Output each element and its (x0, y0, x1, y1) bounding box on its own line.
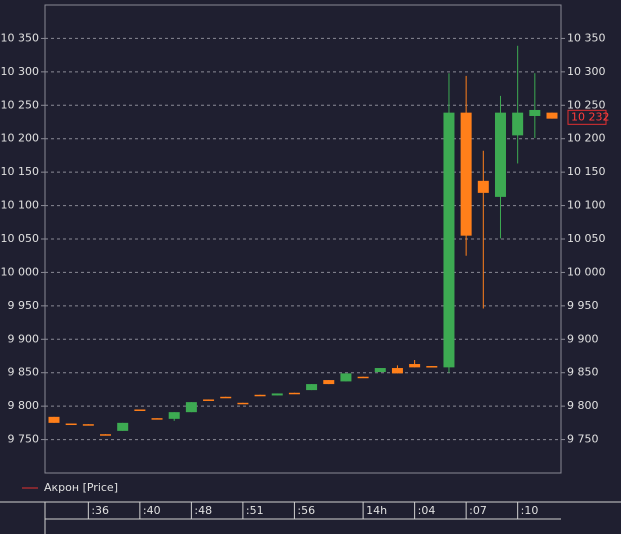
y-tick-label: 10 000 (1, 265, 40, 278)
legend-label: Акрон [Price] (44, 481, 118, 494)
y-tick-label: 10 100 (567, 199, 606, 212)
y-tick-label: 10 100 (1, 199, 40, 212)
candle-body (443, 112, 455, 368)
y-tick-label: 10 300 (1, 65, 40, 78)
y-tick-label: 9 800 (567, 399, 599, 412)
y-tick-label: 10 200 (1, 132, 40, 145)
x-tick-label: :56 (297, 504, 315, 517)
y-tick-label: 9 950 (567, 299, 599, 312)
y-tick-label: 9 900 (567, 332, 599, 345)
candle-body (409, 364, 421, 368)
candle-body (151, 418, 163, 420)
candle-body (65, 423, 77, 426)
y-tick-label: 10 150 (567, 165, 606, 178)
y-tick-label: 9 750 (8, 433, 40, 446)
last-value-box (567, 109, 607, 125)
y-tick-label: 10 300 (567, 65, 606, 78)
x-tick-label: :36 (91, 504, 109, 517)
y-tick-label: 10 150 (1, 165, 40, 178)
candle-body (237, 402, 249, 405)
x-tick-label: :51 (246, 504, 264, 517)
candle-body (271, 393, 283, 396)
candle-body (374, 368, 386, 373)
y-tick-label: 10 250 (1, 98, 40, 111)
candle-body (357, 376, 369, 379)
y-tick-label: 9 850 (567, 366, 599, 379)
x-tick-label: :07 (469, 504, 487, 517)
candle-body (82, 424, 94, 426)
y-tick-label: 9 800 (8, 399, 40, 412)
candle-body (546, 112, 558, 119)
candle-body (512, 112, 524, 136)
x-tick-label: 14h (366, 504, 387, 517)
candle-body (529, 109, 541, 116)
candle-body (426, 366, 438, 368)
y-tick-label: 10 200 (567, 132, 606, 145)
x-tick-label: :04 (418, 504, 436, 517)
candle-body (494, 112, 506, 197)
candle-body (306, 384, 318, 391)
candle-body (460, 112, 472, 236)
y-tick-label: 10 050 (1, 232, 40, 245)
y-tick-label: 10 350 (567, 31, 606, 44)
candle-body (203, 399, 215, 401)
y-tick-label: 10 050 (567, 232, 606, 245)
candle-body (134, 409, 146, 411)
y-tick-label: 9 900 (8, 332, 40, 345)
candle-body (477, 180, 489, 193)
candle-body (340, 373, 352, 382)
y-tick-label: 10 350 (1, 31, 40, 44)
x-tick-label: :40 (143, 504, 161, 517)
y-tick-label: 9 950 (8, 299, 40, 312)
y-tick-label: 10 000 (567, 265, 606, 278)
y-tick-label: 9 750 (567, 433, 599, 446)
candle-body (185, 402, 197, 413)
candle-body (117, 422, 129, 431)
x-tick-label: :48 (194, 504, 212, 517)
y-tick-label: 10 250 (567, 98, 606, 111)
x-tick-label: :10 (521, 504, 539, 517)
candle-body (391, 368, 403, 374)
last-value-label: 10 232 (571, 110, 610, 123)
candle-body (323, 380, 335, 385)
candle-body (100, 434, 112, 436)
candle-body (220, 396, 232, 399)
candle-body (168, 412, 180, 419)
candle-body (254, 394, 266, 397)
y-tick-label: 9 850 (8, 366, 40, 379)
candle-body (288, 392, 300, 395)
candle-body (48, 416, 60, 423)
